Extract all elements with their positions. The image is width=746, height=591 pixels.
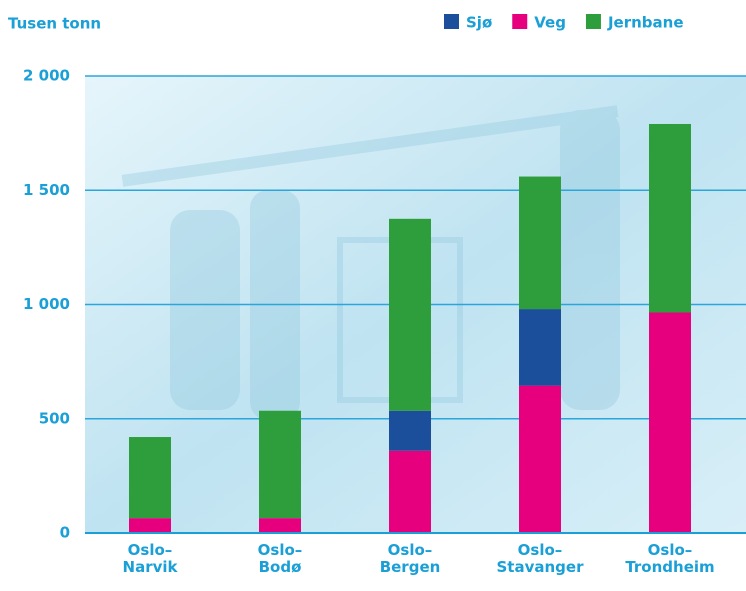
bar-segment <box>519 177 561 310</box>
legend-swatch <box>512 14 527 29</box>
bar-segment <box>389 219 431 411</box>
legend-label: Sjø <box>466 14 492 32</box>
bar-segment <box>519 386 561 533</box>
bar-segment <box>129 437 171 518</box>
x-tick-label: Oslo– Bergen <box>350 542 470 576</box>
bar-segment <box>259 518 301 533</box>
bar-segment <box>649 312 691 533</box>
y-tick-label: 2 000 <box>23 67 70 85</box>
x-tick-label: Oslo– Narvik <box>90 542 210 576</box>
y-tick-label: 1 000 <box>23 295 70 313</box>
bar-segment <box>519 309 561 386</box>
y-tick-label: 0 <box>60 524 70 542</box>
y-tick-label: 1 500 <box>23 181 70 199</box>
bar-segment <box>389 451 431 533</box>
x-tick-label: Oslo– Bodø <box>220 542 340 576</box>
chart: Tusen tonn 0 500 1 000 1 500 2 000 Sjø Veg Jern… <box>0 0 746 591</box>
x-tick-label: Oslo– Trondheim <box>610 542 730 576</box>
legend-swatch <box>586 14 601 29</box>
legend-label: Veg <box>534 14 566 32</box>
y-axis-title: Tusen tonn <box>8 15 101 33</box>
bar-segment <box>259 411 301 518</box>
bar-segment <box>129 518 171 533</box>
y-tick-label: 500 <box>39 409 70 427</box>
legend-label: Jernbane <box>607 14 684 32</box>
x-tick-label: Oslo– Stavanger <box>480 542 600 576</box>
bar-segment <box>649 124 691 313</box>
legend-swatch <box>444 14 459 29</box>
chart-container: Tusen tonn 0 500 1 000 1 500 2 000 Sjø Veg Jern… <box>0 0 746 591</box>
bar-segment <box>389 411 431 451</box>
